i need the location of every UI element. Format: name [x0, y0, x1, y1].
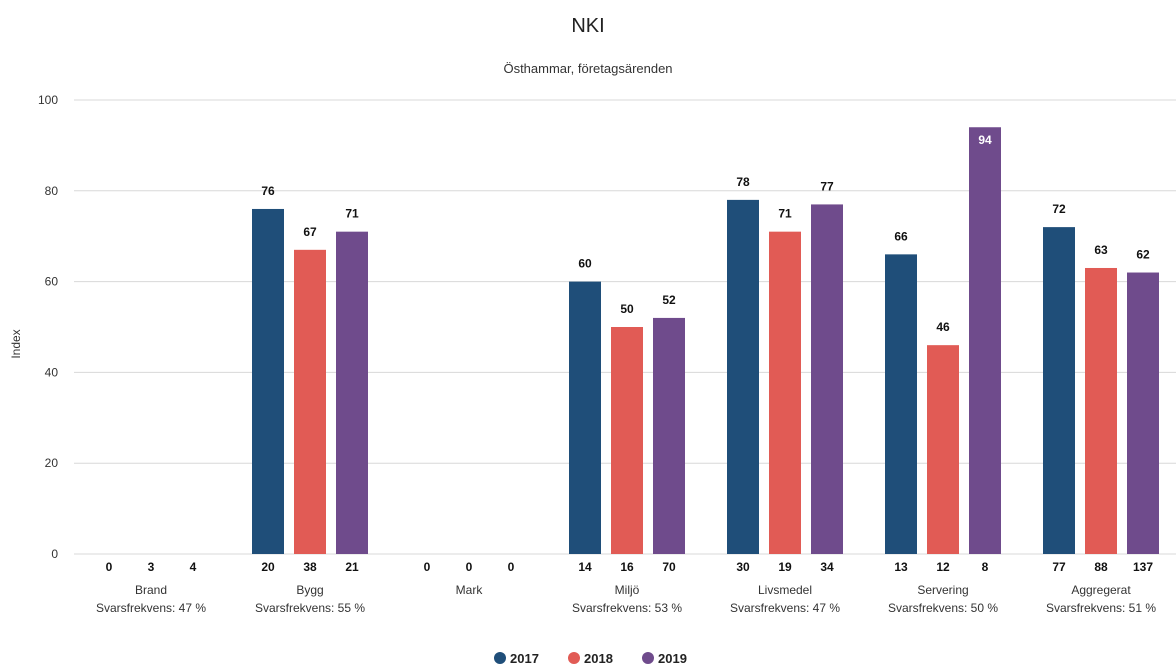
bar-2019-livsmedel [811, 204, 843, 555]
category-label: Miljö [615, 583, 640, 597]
legend-label-2018: 2018 [584, 651, 613, 666]
y-tick-label: 60 [45, 275, 59, 289]
bars [252, 127, 1159, 555]
category-label: Mark [456, 583, 484, 597]
y-tick-label: 20 [45, 456, 59, 470]
legend-marker-2018 [568, 652, 580, 664]
bar-value-label: 52 [662, 293, 676, 307]
response-count-label: 19 [778, 560, 792, 574]
y-tick-label: 40 [45, 365, 59, 379]
legend-label-2019: 2019 [658, 651, 687, 666]
legend-marker-2017 [494, 652, 506, 664]
bar-value-label: 50 [620, 302, 634, 316]
bar-value-label: 46 [936, 320, 950, 334]
response-count-label: 13 [894, 560, 908, 574]
bar-value-label: 66 [894, 229, 908, 243]
bar-value-label: 94 [978, 133, 992, 147]
bar-value-label: 72 [1052, 202, 1066, 216]
response-count-label: 3 [148, 560, 155, 574]
category-label: Aggregerat [1071, 583, 1131, 597]
response-count-label: 21 [345, 560, 359, 574]
category-label: Livsmedel [758, 583, 812, 597]
legend-label-2017: 2017 [510, 651, 539, 666]
bar-2017-livsmedel [727, 199, 759, 554]
bar-2017-bygg [252, 208, 284, 554]
response-count-label: 8 [982, 560, 989, 574]
response-count-label: 20 [261, 560, 275, 574]
bar-value-label: 63 [1094, 243, 1108, 257]
chart-title: NKI [571, 15, 604, 37]
legend-marker-2019 [642, 652, 654, 664]
response-count-label: 137 [1133, 560, 1153, 574]
category-label: Servering [917, 583, 968, 597]
bar-2017-miljö [569, 281, 601, 554]
bar-2019-aggregerat [1127, 272, 1159, 554]
response-count-label: 30 [736, 560, 750, 574]
bar-value-label: 67 [303, 225, 317, 239]
response-count-label: 0 [466, 560, 473, 574]
y-tick-label: 80 [45, 184, 59, 198]
response-rate-label: Svarsfrekvens: 53 % [572, 601, 682, 615]
bar-value-label: 71 [778, 207, 792, 221]
response-rate-label: Svarsfrekvens: 51 % [1046, 601, 1156, 615]
response-count-label: 12 [936, 560, 950, 574]
bar-2018-miljö [611, 327, 643, 554]
bar-value-label: 78 [736, 175, 750, 189]
response-rate-label: Svarsfrekvens: 47 % [730, 601, 840, 615]
response-count-label: 14 [578, 560, 592, 574]
response-count-label: 70 [662, 560, 676, 574]
response-count-label: 88 [1094, 560, 1108, 574]
bar-2018-aggregerat [1085, 267, 1117, 554]
response-count-label: 0 [508, 560, 515, 574]
response-count-label: 4 [190, 560, 197, 574]
bar-2019-miljö [653, 317, 685, 554]
response-rate-label: Svarsfrekvens: 50 % [888, 601, 998, 615]
response-count-label: 77 [1052, 560, 1066, 574]
bar-2018-bygg [294, 249, 326, 554]
y-tick-label: 100 [38, 93, 58, 107]
bar-value-label: 62 [1136, 248, 1150, 262]
response-count-label: 0 [424, 560, 431, 574]
category-label: Bygg [296, 583, 323, 597]
bar-2017-servering [885, 254, 917, 555]
bar-value-label: 77 [820, 179, 834, 193]
legend: 2017 2018 2019 [494, 651, 687, 666]
response-rate-label: Svarsfrekvens: 47 % [96, 601, 206, 615]
bar-value-label: 76 [261, 184, 275, 198]
response-count-label: 16 [620, 560, 634, 574]
y-axis-label: Index [9, 329, 23, 358]
category-label: Brand [135, 583, 167, 597]
bar-2018-livsmedel [769, 231, 801, 554]
chart-subtitle: Östhammar, företagsärenden [503, 61, 672, 76]
response-count-label: 34 [820, 560, 834, 574]
response-count-label: 38 [303, 560, 317, 574]
response-rate-label: Svarsfrekvens: 55 % [255, 601, 365, 615]
bar-2019-bygg [336, 231, 368, 554]
response-count-label: 0 [106, 560, 113, 574]
y-tick-label: 0 [51, 547, 58, 561]
bar-value-label: 71 [345, 207, 359, 221]
bar-2019-servering [969, 127, 1001, 555]
bar-2018-servering [927, 345, 959, 554]
bar-value-label: 60 [578, 257, 592, 271]
bar-2017-aggregerat [1043, 227, 1075, 554]
